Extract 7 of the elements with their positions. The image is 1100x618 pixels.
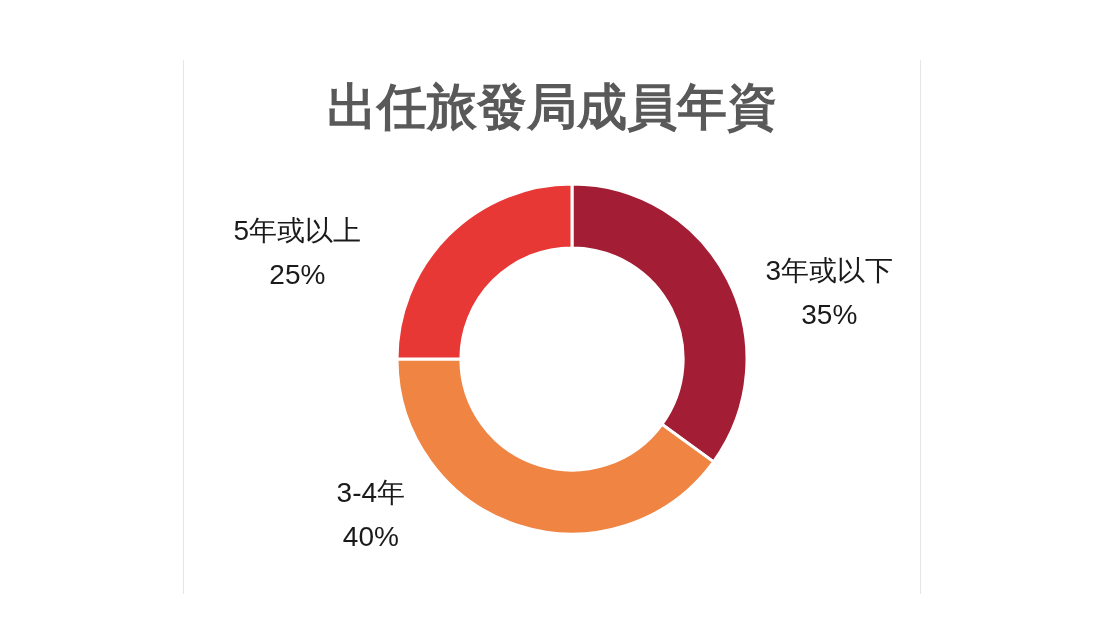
chart-title: 出任旅發局成員年資 xyxy=(327,78,777,135)
slice-label: 3年或以下 xyxy=(765,255,894,287)
data-label: 40% xyxy=(342,520,399,552)
data-label: 25% xyxy=(269,259,326,291)
slice-label: 5年或以上 xyxy=(233,215,362,247)
data-label: 35% xyxy=(801,299,858,331)
slice-label: 3-4年 xyxy=(336,476,406,508)
